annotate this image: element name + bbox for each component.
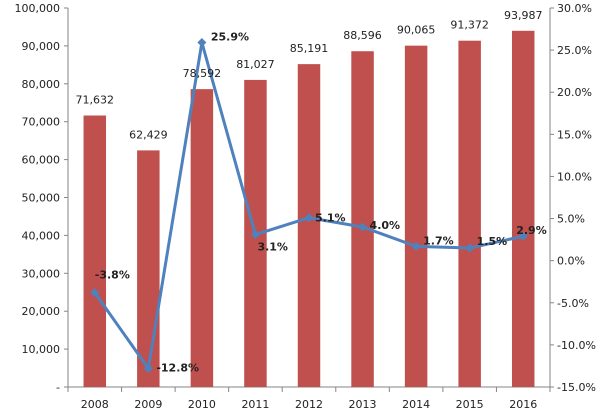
y-left-tick-label: 50,000	[22, 192, 61, 205]
x-tick-label: 2013	[349, 398, 377, 411]
growth-line-group	[90, 38, 528, 373]
data-labels-group: 71,632 62,429 78,592 81,027 85,191 88,596 90,0…	[76, 9, 547, 375]
growth-point	[250, 230, 260, 240]
growth-value-label: 3.1%	[257, 241, 288, 254]
bar	[458, 40, 481, 387]
y-left-tick-label: 30,000	[22, 267, 61, 280]
y-left-tick-label: 100,000	[15, 2, 61, 15]
y-right-tick-label: 30.0%	[557, 2, 592, 15]
y-right-tick-label: 20.0%	[557, 86, 592, 99]
bar-value-label: 88,596	[343, 29, 382, 42]
bars-group	[83, 30, 535, 388]
growth-point	[411, 241, 421, 251]
bar	[190, 89, 214, 387]
x-tick-label: 2009	[134, 398, 162, 411]
bar	[511, 30, 535, 387]
growth-value-label: 4.0%	[370, 219, 401, 232]
growth-point	[518, 231, 528, 241]
bar-value-label: 78,592	[183, 67, 222, 80]
bar	[351, 51, 374, 387]
bar-value-label: 90,065	[397, 24, 436, 37]
bar-value-label: 71,632	[76, 94, 115, 107]
y-left-tick-label: -	[56, 381, 60, 394]
y-left-tick-label: 20,000	[22, 305, 61, 318]
growth-point	[465, 243, 475, 253]
x-tick-label: 2014	[402, 398, 430, 411]
y-right-tick-label: -15.0%	[557, 381, 596, 394]
growth-point	[90, 288, 100, 298]
y-left-tick-label: 80,000	[22, 78, 61, 91]
bar-value-label: 91,372	[450, 19, 489, 32]
growth-value-label: -12.8%	[156, 361, 199, 374]
axes-group: - 10,000 20,000 30,000 40,000 50,000 60,000 70,…	[15, 2, 596, 411]
x-tick-label: 2008	[81, 398, 109, 411]
y-left-tick-label: 90,000	[22, 40, 61, 53]
growth-value-label: 5.1%	[315, 212, 346, 225]
y-right-tick-label: -10.0%	[557, 339, 596, 352]
x-tick-label: 2015	[456, 398, 484, 411]
x-tick-label: 2011	[241, 398, 269, 411]
y-right-tick-label: 0.0%	[557, 255, 585, 268]
x-tick-label: 2010	[188, 398, 216, 411]
bar-value-label: 93,987	[504, 9, 543, 22]
x-tick-label: 2012	[295, 398, 323, 411]
bar-value-label: 62,429	[129, 128, 168, 141]
bar	[137, 150, 160, 387]
y-right-tick-label: 10.0%	[557, 170, 592, 183]
y-left-tick-label: 10,000	[22, 343, 61, 356]
y-left-tick-label: 70,000	[22, 116, 61, 129]
x-tick-label: 2016	[509, 398, 537, 411]
bar	[404, 45, 428, 387]
y-right-tick-label: 15.0%	[557, 128, 592, 141]
growth-point	[197, 38, 207, 48]
growth-point	[304, 213, 314, 223]
bar-value-label: 81,027	[236, 58, 275, 71]
growth-value-label: 1.7%	[423, 234, 454, 247]
growth-value-label: 2.9%	[516, 224, 547, 237]
growth-value-label: 1.5%	[477, 235, 508, 248]
y-left-tick-label: 40,000	[22, 229, 61, 242]
bar	[83, 115, 107, 388]
bar	[297, 64, 321, 388]
growth-value-label: -3.8%	[95, 269, 130, 282]
y-left-tick-label: 60,000	[22, 154, 61, 167]
growth-point	[143, 363, 153, 373]
y-right-tick-label: -5.0%	[557, 297, 589, 310]
y-right-tick-label: 5.0%	[557, 213, 585, 226]
growth-point	[358, 222, 368, 232]
growth-value-label: 25.9%	[211, 31, 249, 44]
bar-value-label: 85,191	[290, 42, 329, 55]
y-right-tick-label: 25.0%	[557, 44, 592, 57]
